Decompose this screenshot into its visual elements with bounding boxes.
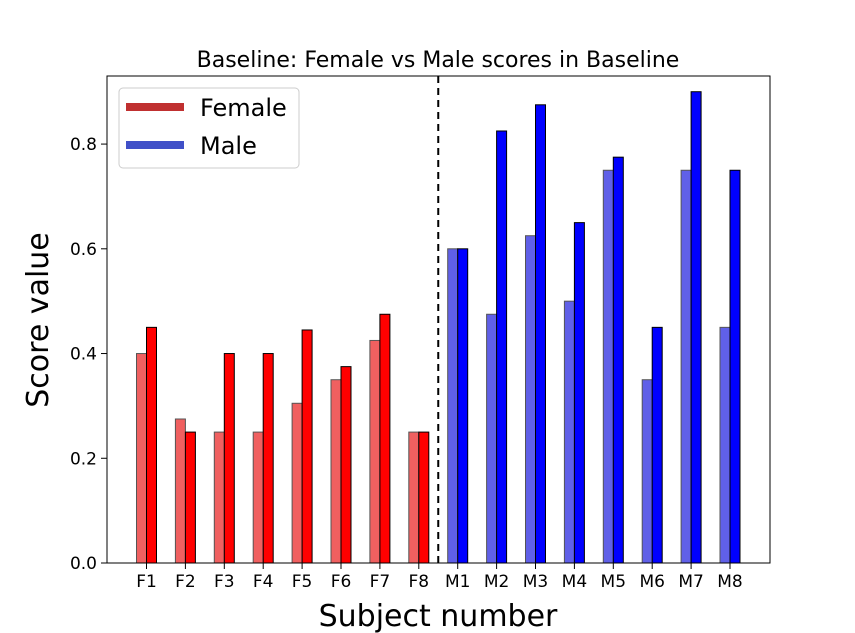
y-tick-label: 0.0: [70, 554, 97, 574]
x-axis: F1 F2 F3 F4 F5 F6 F7 F8 M1 M2 M3 M4 M5 M6 M7 M8: [136, 563, 743, 592]
bar-m8-second: [729, 169, 741, 564]
x-tick-label-f1: F1: [136, 572, 157, 592]
bar-f4-first: [252, 431, 264, 564]
bar-m6-second: [651, 326, 663, 564]
bar-f2-second: [184, 431, 196, 564]
bar-f3-first: [213, 431, 225, 564]
bar-m4-first: [563, 300, 575, 564]
bar-f7-second: [379, 313, 391, 564]
x-tick-label-f8: F8: [408, 572, 429, 592]
bar-f6-first: [330, 379, 342, 564]
bars-layer: [136, 91, 741, 564]
x-tick-label-f5: F5: [292, 572, 313, 592]
bar-f1-second: [146, 326, 157, 564]
plot-area: [106, 75, 771, 564]
bar-m5-first: [602, 169, 614, 564]
x-tick-label-f2: F2: [175, 572, 196, 592]
legend-label-female: Female: [200, 94, 287, 122]
x-tick-label-m6: M6: [639, 572, 664, 592]
bar-f8-second: [418, 431, 430, 564]
bar-m5-second: [612, 156, 624, 564]
bar-f6-second: [340, 366, 352, 564]
bar-m1-first: [447, 248, 459, 564]
x-tick-label-m1: M1: [445, 572, 470, 592]
y-tick-label: 0.2: [70, 449, 97, 469]
bar-m3-second: [535, 104, 546, 564]
y-axis: 0.0 0.2 0.4 0.6 0.8: [70, 135, 107, 574]
bar-m3-first: [525, 235, 536, 564]
chart-title: Baseline: Female vs Male scores in Basel…: [197, 48, 680, 73]
y-tick-label: 0.8: [70, 135, 97, 155]
bar-f8-first: [408, 431, 420, 564]
bar-m8-first: [719, 326, 731, 564]
x-tick-label-m3: M3: [523, 572, 548, 592]
bar-m2-second: [496, 130, 508, 564]
bar-m7-second: [690, 91, 702, 564]
x-tick-label-m4: M4: [562, 572, 587, 592]
x-tick-label-m8: M8: [717, 572, 742, 592]
bar-m6-first: [641, 379, 653, 564]
x-tick-label-m2: M2: [484, 572, 509, 592]
bar-f2-first: [174, 418, 186, 564]
bar-f5-second: [301, 329, 313, 564]
x-axis-label: Subject number: [319, 599, 558, 633]
bar-f1-first: [136, 353, 147, 564]
x-tick-label-f6: F6: [331, 572, 352, 592]
bar-f3-second: [223, 353, 235, 564]
bar-f5-first: [291, 402, 303, 564]
y-tick-label: 0.6: [70, 240, 97, 260]
bar-f4-second: [262, 353, 274, 564]
bar-m4-second: [573, 222, 585, 564]
bar-m1-second: [457, 248, 469, 564]
legend: Female Male: [118, 87, 300, 169]
x-tick-label-f3: F3: [214, 572, 235, 592]
bar-m2-first: [486, 313, 498, 564]
y-tick-label: 0.4: [70, 345, 97, 365]
legend-label-male: Male: [200, 132, 257, 160]
bar-f7-first: [369, 339, 381, 564]
x-tick-label-m5: M5: [601, 572, 626, 592]
y-axis-label: Score value: [21, 232, 56, 408]
x-tick-label-f7: F7: [370, 572, 391, 592]
bar-m7-first: [680, 169, 692, 564]
x-tick-label-f4: F4: [253, 572, 274, 592]
x-tick-label-m7: M7: [678, 572, 703, 592]
